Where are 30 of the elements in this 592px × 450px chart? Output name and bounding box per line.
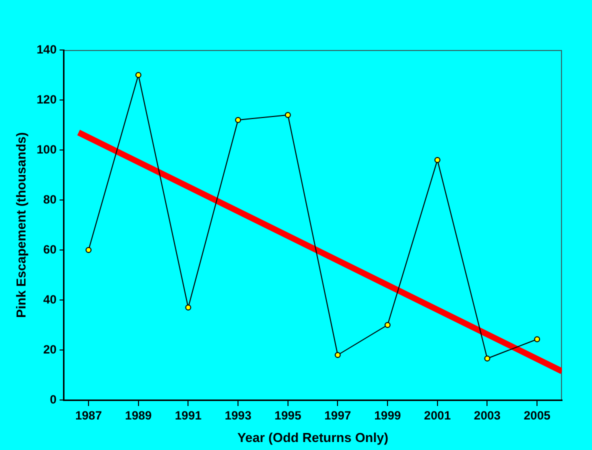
y-tick-label: 140	[36, 42, 57, 56]
x-tick-label: 1989	[125, 408, 152, 423]
x-tick-label: 2001	[424, 408, 452, 423]
y-axis-title: Pink Escapement (thousands)	[13, 132, 28, 318]
x-tick-label: 1999	[374, 408, 402, 423]
point	[86, 247, 92, 253]
y-tick-label: 40	[43, 292, 57, 306]
y-tick-label: 100	[36, 142, 57, 156]
x-axis-title: Year (Odd Returns Only)	[237, 430, 388, 445]
y-tick-label: 80	[43, 192, 57, 206]
x-tick-label: 1991	[174, 408, 202, 423]
point	[384, 322, 391, 328]
y-tick-label: 120	[36, 92, 57, 106]
x-tick-label: 1997	[324, 408, 352, 423]
x-tick-label: 1987	[75, 408, 102, 423]
point	[135, 72, 142, 78]
y-tick-label: 60	[43, 242, 57, 256]
point	[484, 356, 490, 362]
point	[284, 112, 291, 118]
x-tick-label: 2005	[524, 408, 551, 423]
point	[235, 117, 242, 123]
y-tick-label: 0	[50, 392, 57, 406]
point	[534, 336, 540, 342]
point	[434, 157, 440, 163]
point	[334, 352, 341, 358]
y-tick-label: 20	[43, 342, 57, 356]
x-tick-label: 1995	[274, 408, 302, 423]
x-tick-label: 2003	[474, 408, 501, 423]
point	[185, 304, 192, 310]
x-tick-label: 1993	[224, 408, 252, 423]
